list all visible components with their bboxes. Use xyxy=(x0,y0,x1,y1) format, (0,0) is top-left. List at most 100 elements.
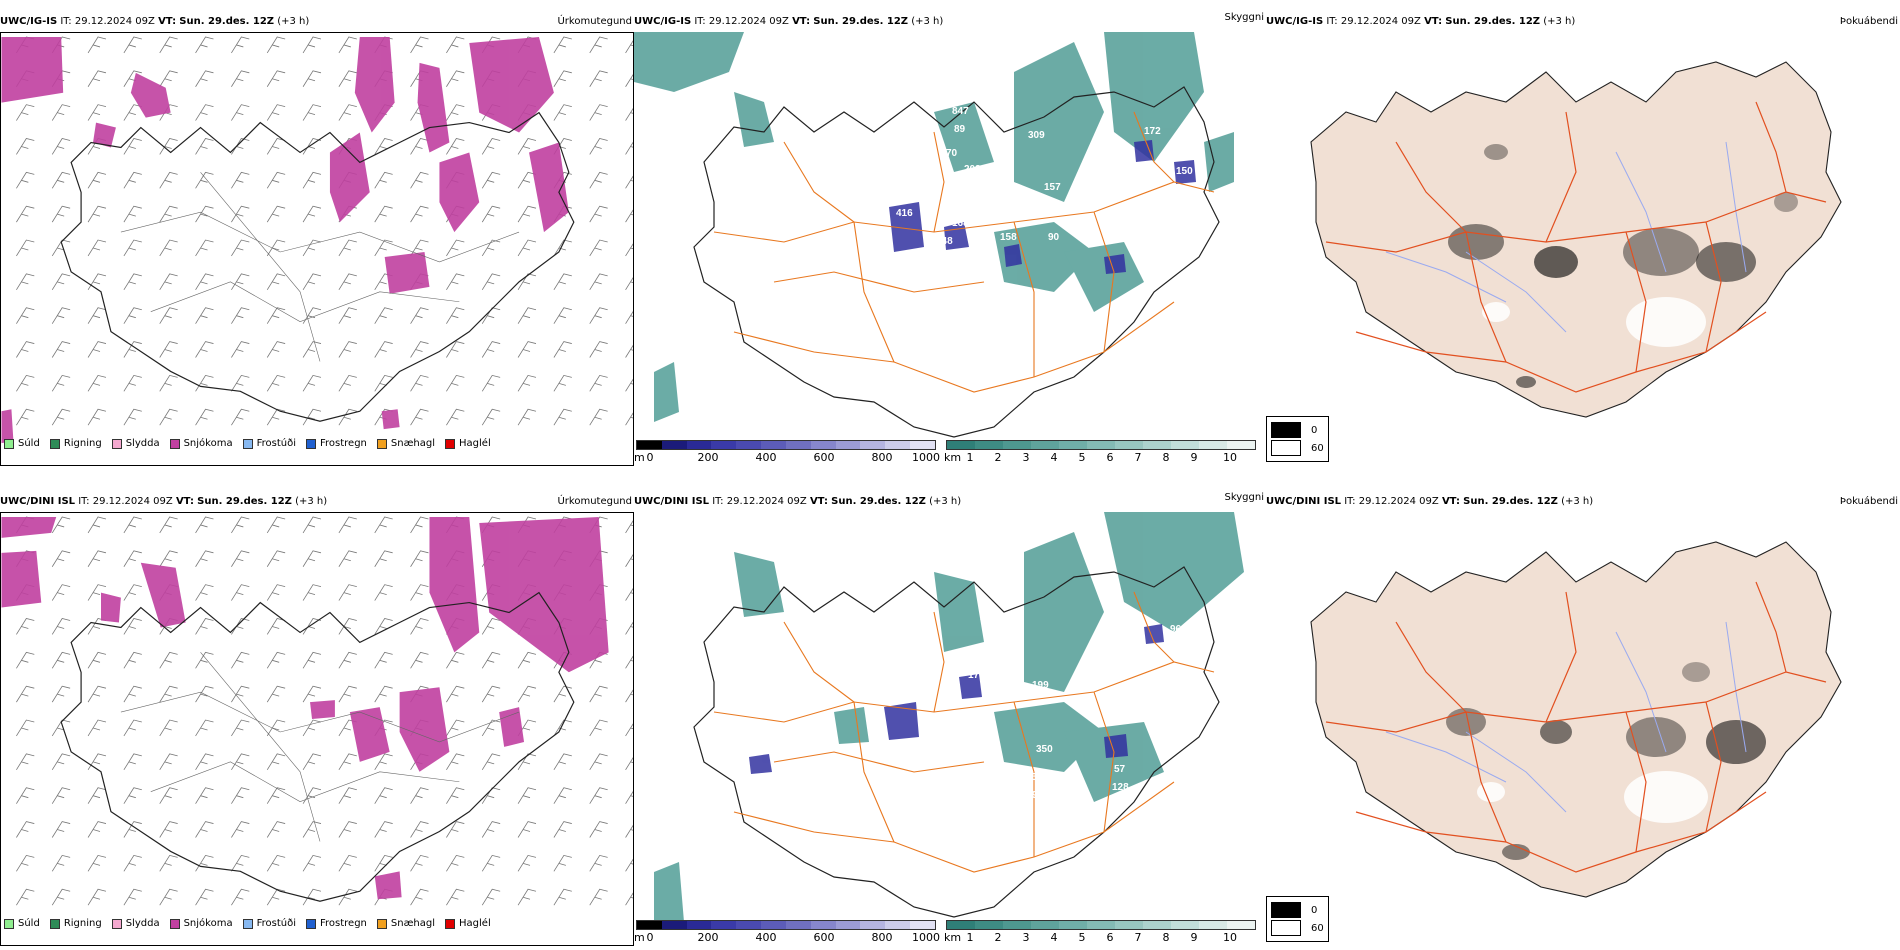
wind-barb xyxy=(123,408,142,426)
wind-barb xyxy=(374,239,393,257)
wind-barb xyxy=(159,888,178,906)
wind-barb xyxy=(231,205,250,223)
panel-type-label: Úrkomutegund xyxy=(557,16,632,27)
wind-barb xyxy=(16,854,35,872)
wind-barb xyxy=(589,70,608,87)
tick-label: 9 xyxy=(1190,451,1198,464)
legend-swatch xyxy=(49,918,60,929)
wind-barb xyxy=(302,205,322,223)
wind-barb xyxy=(338,104,357,121)
wind-barb xyxy=(517,374,537,392)
wind-barb xyxy=(16,618,35,635)
fog-panel-1: UWC/IG-IS IT: 29.12.2024 09Z VT: Sun. 29… xyxy=(1266,14,1900,466)
fog-legend-row-60: 60 xyxy=(1271,439,1324,457)
wind-barb xyxy=(302,821,322,838)
snow-areas xyxy=(1,36,569,444)
wind-barb xyxy=(123,854,142,872)
wind-barb xyxy=(195,104,214,121)
precip-map[interactable] xyxy=(0,512,634,946)
iceland-land xyxy=(1310,541,1842,898)
fog-map[interactable] xyxy=(1266,512,1900,932)
wind-barb xyxy=(123,374,142,392)
wind-barb xyxy=(51,719,71,737)
valid-label: VT: xyxy=(1441,496,1460,507)
wind-barb xyxy=(231,70,250,87)
legend-swatch xyxy=(242,438,253,449)
ceiling-label: 256 xyxy=(1020,772,1037,783)
wind-barb xyxy=(231,618,250,635)
tick-label: 0 xyxy=(646,451,654,464)
fog-legend: 0 60 xyxy=(1266,896,1329,942)
model-name: UWC/DINI ISL xyxy=(0,496,76,507)
wind-barb xyxy=(195,36,214,54)
wind-barb xyxy=(87,36,107,54)
wind-barb xyxy=(16,341,35,358)
wind-barb xyxy=(231,408,250,426)
wind-barb xyxy=(589,36,608,54)
wind-barb xyxy=(338,584,357,601)
visibility-ticks: 1 2 3 4 5 6 7 8 9 10 xyxy=(946,450,1256,464)
road-network xyxy=(713,591,1215,873)
tick-label: 400 xyxy=(755,931,777,944)
legend-item-rain: Rigning xyxy=(49,918,102,929)
ceiling-colorbar-cells xyxy=(636,920,936,930)
precip-map[interactable] xyxy=(0,32,634,466)
init-label: IT: xyxy=(1344,496,1356,507)
valid-label: VT: xyxy=(1424,16,1443,27)
wind-barb xyxy=(553,36,572,54)
model-name: UWC/DINI ISL xyxy=(1266,496,1342,507)
wind-barb xyxy=(374,516,393,534)
wind-barb xyxy=(16,787,35,804)
fog-map[interactable] xyxy=(1266,32,1900,452)
wind-barb xyxy=(374,138,393,155)
legend-item-snow: Snjókoma xyxy=(169,918,233,929)
wind-barb xyxy=(517,273,537,291)
wind-barb xyxy=(159,374,178,392)
visibility-unit: km xyxy=(944,931,962,944)
wind-barb xyxy=(51,584,71,601)
wind-barb xyxy=(410,618,429,635)
wind-barb xyxy=(553,685,572,703)
visibility-map[interactable]: 847 89 70 203 309 157 124 416 168 348 158 90 172 170 1… xyxy=(634,32,1266,452)
tick-label: 2 xyxy=(994,451,1002,464)
wind-barb xyxy=(123,787,142,804)
wind-barb xyxy=(410,36,429,54)
wind-barb xyxy=(338,374,357,392)
visibility-ticks: 1 2 3 4 5 6 7 8 9 10 xyxy=(946,930,1256,944)
visibility-map[interactable]: 241 199 176 350 47 256 978 160 57 128 551 268 55 138 9… xyxy=(634,512,1266,932)
tick-label: 800 xyxy=(871,931,893,944)
wind-barb xyxy=(338,516,357,534)
wind-barb xyxy=(410,888,429,906)
wind-barb xyxy=(159,36,178,54)
wind-barb xyxy=(517,138,537,155)
rivers xyxy=(1385,621,1747,813)
wind-barb xyxy=(195,307,214,324)
wind-barb xyxy=(266,36,286,54)
wind-barb xyxy=(481,787,501,804)
tick-label: 0 xyxy=(646,931,654,944)
wind-barb xyxy=(410,787,429,804)
wind-barb xyxy=(123,273,142,291)
wind-barb xyxy=(123,888,142,906)
wind-barb xyxy=(159,550,178,567)
wind-barb xyxy=(87,821,107,838)
init-time: 29.12.2024 09Z xyxy=(708,16,789,27)
panel-header: UWC/DINI ISL IT: 29.12.2024 09Z VT: Sun.… xyxy=(1266,494,1900,510)
legend-swatch xyxy=(376,438,387,449)
wind-barb xyxy=(553,821,572,838)
wind-barb xyxy=(338,753,357,771)
wind-barb xyxy=(625,892,633,906)
wind-barb xyxy=(302,70,322,87)
ceiling-colorbar: m 0 200 400 600 800 1000 xyxy=(634,440,940,470)
wind-barb xyxy=(625,243,633,257)
wind-barb xyxy=(123,516,142,534)
wind-barb xyxy=(16,374,35,392)
wind-barb xyxy=(517,341,537,358)
wind-barb xyxy=(123,651,142,669)
wind-barb xyxy=(625,344,633,358)
ceiling-unit: m xyxy=(634,451,645,464)
legend-swatch xyxy=(49,438,60,449)
wind-barb xyxy=(159,719,178,737)
precip-legend: Súld Rigning Slydda Snjókoma Frostúði Fr… xyxy=(4,438,491,449)
init-label: IT: xyxy=(60,16,72,27)
